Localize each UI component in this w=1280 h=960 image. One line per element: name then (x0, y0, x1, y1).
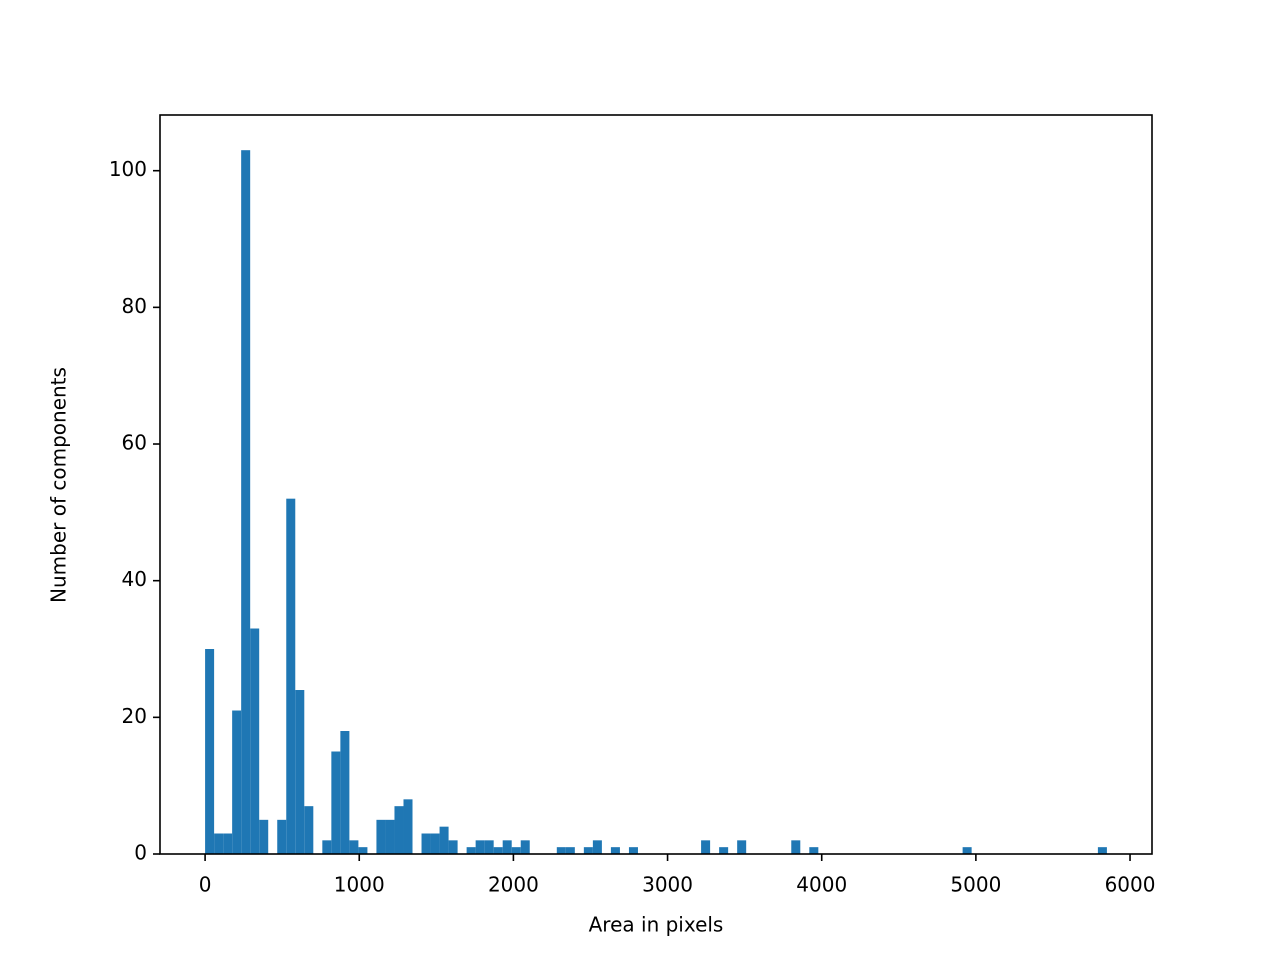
x-tick-label: 6000 (1105, 873, 1156, 897)
bar (719, 847, 729, 854)
bar (484, 840, 494, 854)
x-tick-label: 1000 (334, 873, 385, 897)
y-tick-label: 20 (122, 704, 147, 728)
bar (322, 840, 332, 854)
x-tick-label: 4000 (796, 873, 847, 897)
bar (466, 847, 476, 854)
bar (385, 819, 395, 854)
bar (583, 847, 593, 854)
bar (223, 833, 233, 854)
bar (791, 840, 801, 854)
bar (421, 833, 431, 854)
y-tick-label: 0 (134, 841, 147, 865)
bar (295, 690, 305, 854)
bar (701, 840, 711, 854)
x-axis-label: Area in pixels (589, 913, 724, 937)
bar (556, 847, 566, 854)
bar (304, 806, 314, 854)
y-axis-label: Number of components (47, 367, 71, 603)
bar (737, 840, 747, 854)
bar (376, 819, 386, 854)
bar (403, 799, 413, 854)
x-tick-label: 5000 (950, 873, 1001, 897)
bar (439, 826, 449, 854)
bar (520, 840, 530, 854)
bar (205, 649, 215, 854)
y-tick-label: 60 (122, 431, 147, 455)
bar (286, 498, 296, 854)
bar (475, 840, 485, 854)
bar (331, 751, 341, 854)
y-tick-label: 100 (109, 157, 147, 181)
bar (448, 840, 458, 854)
bar (610, 847, 620, 854)
bar (493, 847, 503, 854)
bar (349, 840, 359, 854)
bar (232, 710, 242, 854)
bar (358, 847, 368, 854)
bar (962, 847, 972, 854)
bar (1097, 847, 1107, 854)
bar (214, 833, 224, 854)
bar (628, 847, 638, 854)
y-tick-label: 80 (122, 294, 147, 318)
x-tick-label: 3000 (642, 873, 693, 897)
bar (511, 847, 521, 854)
bar (259, 819, 269, 854)
bar (277, 819, 287, 854)
y-tick-label: 40 (122, 567, 147, 591)
bar (241, 150, 251, 854)
bar (430, 833, 440, 854)
bar (809, 847, 819, 854)
bar (340, 731, 350, 854)
x-tick-label: 2000 (488, 873, 539, 897)
plot-frame (159, 114, 1153, 855)
bar (592, 840, 602, 854)
bar (502, 840, 512, 854)
x-tick-label: 0 (199, 873, 212, 897)
bar (565, 847, 575, 854)
bar (250, 628, 260, 854)
bar (394, 806, 404, 854)
